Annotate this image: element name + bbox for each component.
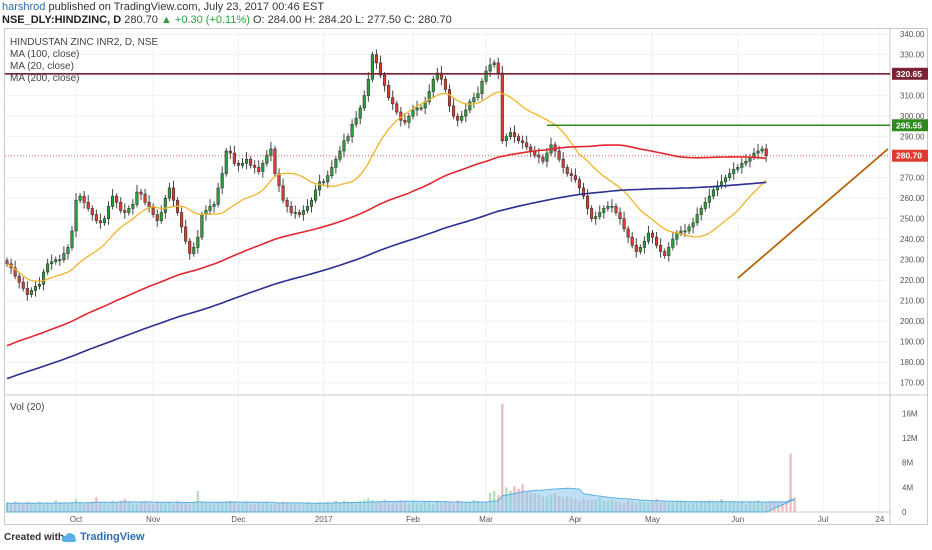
indicator-legend: HINDUSTAN ZINC INR2, D, NSE MA (100, clo…	[10, 37, 158, 85]
author-link[interactable]: harshrod	[2, 1, 46, 13]
last-price: 280.70	[124, 14, 158, 26]
legend-symbol: HINDUSTAN ZINC INR2, D, NSE	[10, 37, 159, 48]
created-with-label: Created with	[4, 532, 65, 543]
publish-line: harshrod published on TradingView.com, J…	[2, 1, 324, 13]
symbol-label: NSE_DLY:HINDZINC, D	[2, 14, 122, 26]
tradingview-brand-link[interactable]: TradingView	[80, 531, 145, 543]
legend-ma100[interactable]: MA (100, close)	[10, 49, 80, 60]
chart-header: harshrod published on TradingView.com, J…	[0, 0, 932, 28]
chart-frame[interactable]	[4, 28, 928, 525]
ohlc-values: O: 284.00 H: 284.20 L: 277.50 C: 280.70	[253, 14, 452, 26]
footer: Created with TradingView	[0, 525, 932, 550]
price-change: ▲ +0.30 (+0.11%)	[160, 14, 250, 26]
legend-ma20[interactable]: MA (20, close)	[10, 61, 74, 72]
quote-line: NSE_DLY:HINDZINC, D 280.70 ▲ +0.30 (+0.1…	[2, 14, 452, 26]
tradingview-cloud-icon	[61, 532, 77, 542]
legend-ma200[interactable]: MA (200, close)	[10, 73, 80, 84]
publish-info: published on TradingView.com, July 23, 2…	[48, 1, 325, 13]
legend-volume[interactable]: Vol (20)	[10, 402, 45, 413]
